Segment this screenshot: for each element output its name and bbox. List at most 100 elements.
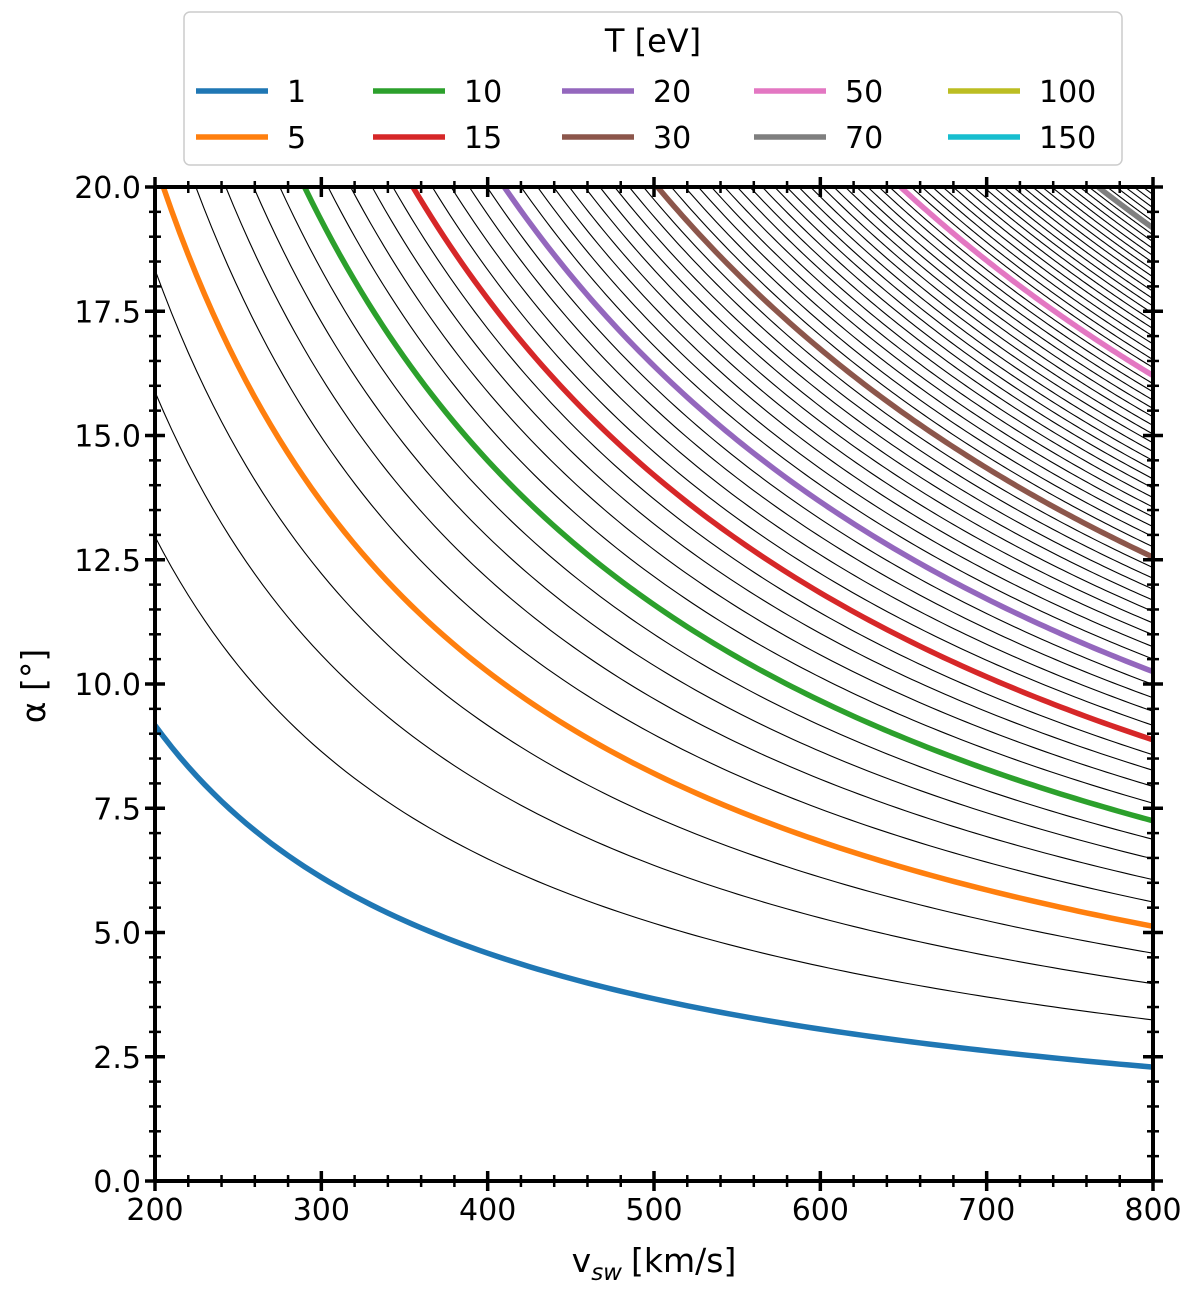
background-curve-t17 bbox=[450, 186, 1154, 712]
background-curve-t15 bbox=[412, 186, 1154, 741]
background-curve-t57 bbox=[973, 186, 1154, 322]
background-curve-t22 bbox=[537, 186, 1154, 648]
legend-frame bbox=[183, 11, 1123, 166]
background-curve-t25 bbox=[584, 186, 1154, 612]
background-curve-t63 bbox=[1032, 186, 1154, 278]
background-curve-t71 bbox=[1106, 186, 1154, 222]
background-curve-t38 bbox=[761, 186, 1154, 480]
legend-label-100: 100 bbox=[1039, 75, 1096, 110]
background-curve-t4 bbox=[154, 269, 1154, 954]
legend-label-150: 150 bbox=[1039, 121, 1096, 156]
x-tick-label: 500 bbox=[625, 1193, 682, 1228]
background-curve-t40 bbox=[786, 186, 1154, 462]
legend-label-5: 5 bbox=[287, 121, 306, 156]
legend-label-15: 15 bbox=[464, 121, 502, 156]
background-curve-t64 bbox=[1041, 186, 1154, 271]
series-line-30 bbox=[655, 185, 1155, 560]
legend-label-1: 1 bbox=[287, 75, 306, 110]
series-line-50 bbox=[898, 184, 1155, 378]
y-axis-label: α [°] bbox=[14, 649, 53, 724]
x-axis-label: vsw [km/s] bbox=[572, 1241, 737, 1286]
y-tick-label: 10.0 bbox=[74, 668, 141, 703]
legend-label-10: 10 bbox=[464, 75, 502, 110]
series-line-1 bbox=[152, 723, 1154, 1070]
background-curve-t61 bbox=[1012, 186, 1154, 292]
background-curve-t37 bbox=[749, 186, 1154, 489]
background-curve-t28 bbox=[628, 186, 1154, 579]
background-curve-t35 bbox=[724, 186, 1154, 508]
background-curve-t6 bbox=[195, 186, 1154, 903]
background-curve-t26 bbox=[599, 186, 1154, 601]
legend-label-20: 20 bbox=[653, 75, 691, 110]
background-curve-t55 bbox=[952, 186, 1154, 337]
background-curve-t8 bbox=[253, 186, 1154, 860]
background-curve-t29 bbox=[643, 186, 1154, 569]
background-curve-t45 bbox=[844, 186, 1154, 418]
y-tick-label: 15.0 bbox=[74, 420, 141, 455]
x-tick-label: 400 bbox=[459, 1193, 516, 1228]
background-curve-t31 bbox=[670, 186, 1154, 548]
background-curve-t68 bbox=[1079, 186, 1154, 243]
background-curve-t11 bbox=[327, 186, 1154, 804]
background-curve-t16 bbox=[431, 186, 1154, 726]
background-curve-t18 bbox=[468, 186, 1154, 699]
background-curve-t42 bbox=[810, 186, 1154, 444]
background-curve-t24 bbox=[568, 186, 1154, 624]
background-curve-t62 bbox=[1022, 186, 1154, 285]
background-curve-t74 bbox=[1133, 186, 1154, 202]
background-curve-t58 bbox=[983, 186, 1154, 314]
background-curve-t49 bbox=[889, 186, 1154, 385]
background-curve-t43 bbox=[821, 186, 1154, 435]
x-tick-label: 300 bbox=[293, 1193, 350, 1228]
x-tick-label: 600 bbox=[792, 1193, 849, 1228]
background-curve-t48 bbox=[878, 186, 1154, 393]
background-curve-t72 bbox=[1115, 186, 1154, 215]
background-curve-t50 bbox=[900, 186, 1154, 377]
background-curve-t41 bbox=[798, 186, 1154, 453]
background-curve-t56 bbox=[963, 186, 1154, 330]
background-curve-t44 bbox=[833, 186, 1154, 426]
y-tick-label: 2.5 bbox=[93, 1041, 141, 1076]
background-curve-t46 bbox=[856, 186, 1154, 409]
y-tick-label: 7.5 bbox=[93, 792, 141, 827]
y-tick-label: 0.0 bbox=[93, 1165, 141, 1200]
background-curve-t69 bbox=[1088, 186, 1154, 236]
background-curve-t67 bbox=[1070, 186, 1154, 250]
background-curve-t73 bbox=[1124, 186, 1154, 209]
background-curve-t65 bbox=[1051, 186, 1154, 264]
background-curve-t23 bbox=[553, 186, 1154, 636]
x-tick-label: 800 bbox=[1124, 1193, 1181, 1228]
background-curve-t33 bbox=[697, 186, 1154, 528]
background-curve-t14 bbox=[392, 186, 1154, 756]
background-curve-t9 bbox=[279, 186, 1154, 840]
background-curves bbox=[154, 186, 1154, 1068]
background-curve-t7 bbox=[225, 186, 1154, 881]
axes bbox=[145, 177, 1163, 1191]
x-tick-label: 200 bbox=[126, 1193, 183, 1228]
background-curve-t34 bbox=[711, 186, 1154, 518]
background-curve-t52 bbox=[921, 186, 1154, 361]
series-line-70 bbox=[1096, 184, 1155, 231]
legend-label-30: 30 bbox=[653, 121, 691, 156]
background-curve-t3 bbox=[154, 391, 1154, 985]
background-curve-t47 bbox=[867, 186, 1154, 401]
series-line-5 bbox=[160, 186, 1154, 930]
background-curve-t21 bbox=[520, 186, 1154, 660]
background-curve-t54 bbox=[942, 186, 1154, 345]
background-curve-t27 bbox=[614, 186, 1154, 590]
background-curve-t5 bbox=[162, 186, 1154, 927]
y-tick-label: 17.5 bbox=[74, 295, 141, 330]
series-line-20 bbox=[501, 185, 1154, 675]
legend-title: T [eV] bbox=[604, 22, 701, 60]
background-curve-t12 bbox=[350, 186, 1154, 787]
background-curve-t2 bbox=[154, 536, 1154, 1021]
background-curve-t13 bbox=[371, 186, 1154, 771]
legend-label-70: 70 bbox=[845, 121, 883, 156]
background-curve-t60 bbox=[1003, 186, 1154, 300]
background-curve-t59 bbox=[993, 186, 1154, 307]
series-curves bbox=[152, 184, 1155, 1070]
background-curve-t36 bbox=[736, 186, 1154, 499]
